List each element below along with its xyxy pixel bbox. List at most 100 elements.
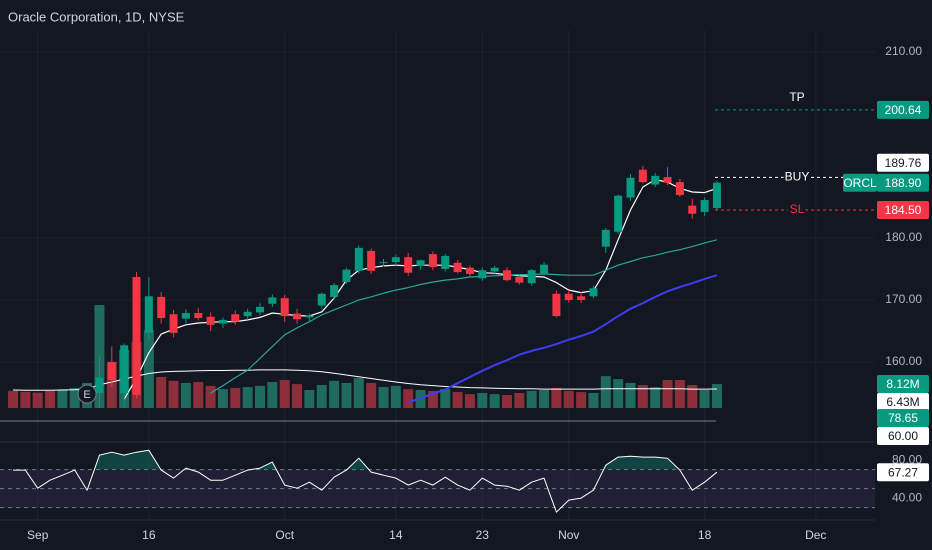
volume-bar bbox=[711, 384, 722, 408]
volume-bar bbox=[613, 379, 624, 408]
candle-body bbox=[589, 288, 598, 297]
candle-body bbox=[144, 296, 153, 333]
candle-body bbox=[379, 262, 388, 264]
candle-body bbox=[490, 267, 499, 272]
candle-body bbox=[120, 345, 129, 394]
candle-body bbox=[465, 267, 474, 274]
volume-bar bbox=[205, 385, 216, 408]
volume-bar bbox=[292, 384, 303, 408]
volume-bar bbox=[489, 394, 500, 408]
candle-body bbox=[638, 169, 647, 183]
candle-body bbox=[577, 296, 586, 300]
volume-bar bbox=[427, 390, 438, 408]
candle-body bbox=[367, 250, 376, 271]
volume-bar bbox=[600, 376, 611, 408]
x-tick-label: Dec bbox=[805, 528, 826, 542]
volume-bar bbox=[514, 392, 525, 408]
candle-body bbox=[243, 311, 252, 317]
candle-body bbox=[527, 270, 536, 284]
candle-body bbox=[416, 260, 425, 266]
rsi-line bbox=[13, 449, 718, 513]
volume-bar bbox=[156, 377, 167, 408]
x-tick-label: Oct bbox=[275, 528, 294, 542]
volume-bar bbox=[576, 392, 587, 408]
price-tag-label: 6.43M bbox=[886, 395, 919, 409]
volume-bar bbox=[662, 379, 673, 408]
y-tick-label: 160.00 bbox=[885, 354, 922, 368]
price-tag bbox=[877, 201, 929, 219]
candle-body bbox=[601, 229, 610, 247]
candle-body bbox=[206, 316, 215, 325]
moving-average bbox=[407, 274, 718, 404]
volume-bar bbox=[279, 379, 290, 408]
price-tag-label: 60.00 bbox=[888, 429, 918, 443]
x-tick-label: Nov bbox=[558, 528, 579, 542]
volume-bar bbox=[378, 387, 389, 408]
candle-body bbox=[107, 362, 116, 381]
y-tick-label: 40.00 bbox=[892, 490, 922, 504]
symbol-tag-label: ORCL bbox=[843, 176, 877, 190]
candle-body bbox=[515, 277, 524, 283]
price-tag bbox=[877, 375, 929, 394]
volume-bar bbox=[563, 390, 574, 408]
volume-average bbox=[12, 369, 717, 391]
price-tag bbox=[877, 100, 929, 119]
candle-body bbox=[540, 264, 549, 274]
candle-body bbox=[503, 270, 511, 281]
overbought-fill bbox=[94, 450, 680, 470]
candle-body bbox=[564, 293, 573, 300]
candle-body bbox=[317, 293, 326, 306]
y-tick-label: 180.00 bbox=[885, 230, 922, 244]
volume-bar bbox=[588, 392, 599, 408]
volume-bar bbox=[304, 390, 315, 408]
x-tick-label: 18 bbox=[698, 528, 712, 542]
volume-bar bbox=[230, 387, 241, 408]
candle-body bbox=[330, 285, 339, 297]
earnings-label: E bbox=[83, 389, 90, 401]
candle-body bbox=[675, 182, 684, 196]
level-name: SL bbox=[790, 202, 805, 216]
candle-body bbox=[428, 254, 437, 268]
candle-body bbox=[552, 293, 561, 317]
price-tag-label: 8.12M bbox=[886, 377, 919, 391]
price-tag-label: 78.65 bbox=[888, 411, 918, 425]
price-tag bbox=[877, 393, 929, 412]
volume-bar bbox=[674, 379, 685, 408]
x-tick-label: Sep bbox=[27, 528, 49, 542]
moving-average bbox=[210, 239, 718, 394]
volume-bar bbox=[267, 382, 278, 408]
volume-bar bbox=[20, 391, 31, 408]
volume-bar bbox=[193, 382, 204, 408]
price-tag-label: 184.50 bbox=[885, 203, 922, 217]
volume-bar bbox=[625, 382, 636, 408]
candle-body bbox=[305, 315, 314, 318]
price-tag-label: 188.90 bbox=[885, 176, 922, 190]
candle-body bbox=[268, 297, 277, 304]
volume-bar bbox=[477, 392, 488, 408]
volume-bar bbox=[255, 385, 265, 408]
candle-body bbox=[293, 313, 302, 320]
price-tag bbox=[877, 463, 929, 482]
symbol-tag bbox=[843, 173, 877, 192]
price-pane bbox=[95, 165, 721, 408]
y-tick-label: 80.00 bbox=[892, 452, 922, 466]
candle-body bbox=[478, 270, 487, 279]
volume-bar bbox=[143, 330, 154, 408]
volume-bar bbox=[69, 387, 80, 408]
volume-bar bbox=[32, 392, 43, 408]
candle-body bbox=[441, 255, 450, 269]
candle-body bbox=[663, 177, 672, 183]
volume-bar bbox=[687, 384, 698, 408]
volume-bar bbox=[341, 382, 352, 408]
volume-bar bbox=[403, 389, 414, 408]
candle-body bbox=[404, 257, 413, 273]
volume-bar bbox=[539, 390, 550, 408]
volume-bar bbox=[366, 382, 377, 408]
x-tick-label: 23 bbox=[476, 528, 490, 542]
candle-body bbox=[712, 182, 721, 209]
volume-bar bbox=[390, 385, 401, 408]
earnings-marker bbox=[77, 384, 97, 404]
